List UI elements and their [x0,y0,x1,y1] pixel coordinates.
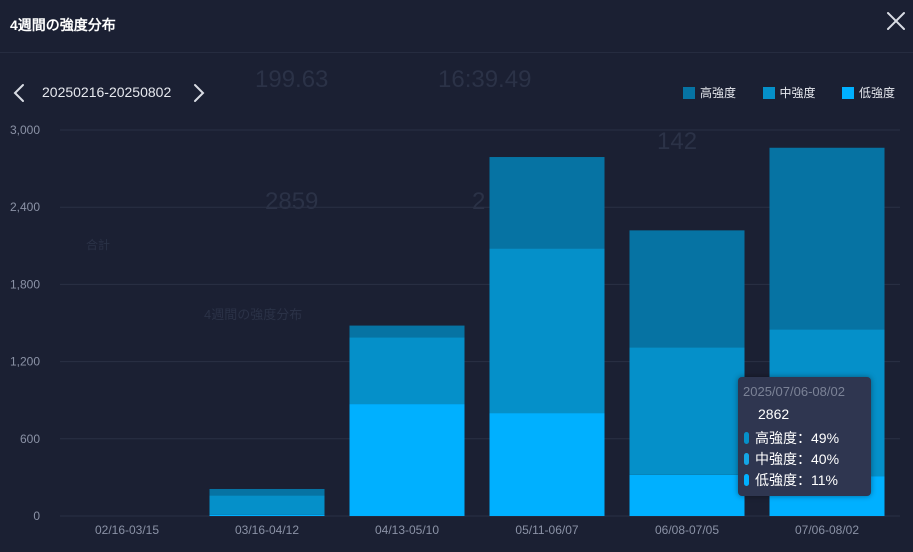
legend-item-high[interactable]: 高強度 [683,84,736,101]
date-range-nav: 20250216-20250802 [0,78,240,108]
bar-segment-mid [349,337,465,405]
x-tick-label: 03/16-04/12 [235,523,299,537]
y-tick-label: 600 [20,432,40,446]
bar-segment-mid [489,248,605,414]
y-tick-label: 1,200 [10,355,40,369]
close-button[interactable] [885,10,907,32]
chart-tooltip: 2025/07/06-08/02 2862 高強度：49% 中強度：40% 低強… [738,377,871,496]
legend-swatch-low [841,87,854,99]
x-tick-label: 05/11-06/07 [515,523,578,537]
tooltip-total: 2862 [758,406,790,422]
tooltip-label-low: 低強度：11% [755,472,838,488]
bar-segment-high [769,147,885,330]
tooltip-range: 2025/07/06-08/02 [743,384,845,399]
x-tick-label: 06/08-07/05 [655,523,719,537]
x-tick-label: 02/16-03/15 [95,523,159,537]
tooltip-dot-high [744,432,749,444]
date-range-label: 20250216-20250802 [42,84,172,100]
bar-segment-low [349,404,465,516]
y-tick-label: 3,000 [10,123,40,137]
bar-segment-high [629,230,745,348]
bar-segment-low [629,474,745,516]
bar-segment-low [209,514,325,516]
chevron-left-icon [13,84,24,102]
tooltip-dot-mid [744,453,749,465]
tooltip-row-low: 低強度：11% [744,470,838,490]
chart-legend: 高強度 中強度 低強度 [661,84,895,100]
prev-range-button[interactable] [10,82,28,104]
y-tick-label: 0 [33,509,40,523]
bar-segment-low [489,413,605,516]
bar-segment-high [349,325,465,338]
tooltip-label-high: 高強度：49% [755,430,840,446]
legend-item-low[interactable]: 低強度 [841,84,895,101]
y-tick-label: 2,400 [10,200,40,214]
x-tick-label: 04/13-05/10 [375,523,439,537]
legend-label-low: 低強度 [858,86,895,100]
tooltip-dot-low [744,474,749,486]
legend-label-mid: 中強度 [779,86,816,100]
x-tick-label: 07/06-08/02 [795,523,859,537]
legend-label-high: 高強度 [700,86,737,100]
bar-segment-mid [209,495,325,515]
bar-segment-mid [629,347,745,475]
header: 4週間の強度分布 [0,0,913,53]
close-icon [887,12,905,30]
tooltip-label-mid: 中強度：40% [755,451,840,467]
tooltip-row-mid: 中強度：40% [744,449,839,469]
bar-segment-high [489,157,605,249]
y-tick-label: 1,800 [10,277,40,291]
legend-item-mid[interactable]: 中強度 [762,84,816,101]
bar-segment-high [209,488,325,496]
tooltip-row-high: 高強度：49% [744,428,839,448]
chevron-right-icon [194,84,205,102]
legend-swatch-high [683,87,696,99]
page-title: 4週間の強度分布 [10,17,116,33]
legend-swatch-mid [762,87,775,99]
next-range-button[interactable] [190,82,208,104]
